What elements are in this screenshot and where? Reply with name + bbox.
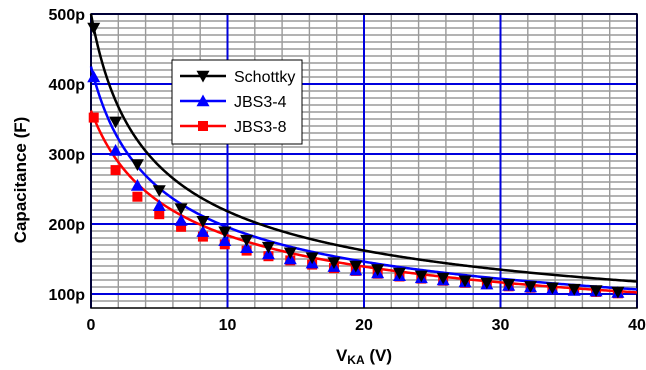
- data-point-jbs3-8: [110, 165, 121, 176]
- data-point-jbs3-4: [174, 214, 188, 226]
- data-point-schottky: [589, 285, 603, 297]
- y-axis-title: Capacitance (F): [11, 117, 30, 244]
- data-point-schottky: [305, 252, 319, 265]
- y-tick-label: 400p: [49, 77, 86, 94]
- plot-frame: [90, 13, 638, 309]
- data-point-schottky: [502, 279, 516, 291]
- data-point-jbs3-4: [196, 225, 210, 237]
- series-line-schottky: [89, 13, 638, 283]
- series-schottky: [87, 13, 638, 299]
- data-point-schottky: [458, 275, 472, 288]
- legend-item-schottky: Schottky: [180, 69, 295, 86]
- data-point-schottky: [130, 159, 144, 171]
- x-tick-label: 30: [492, 317, 510, 334]
- data-point-schottky: [87, 22, 101, 35]
- x-axis-title-unit: (V): [365, 346, 392, 365]
- data-point-jbs3-4: [109, 144, 123, 156]
- legend-marker-jbs3-4: [196, 94, 210, 107]
- data-point-jbs3-4: [152, 199, 166, 211]
- data-point-jbs3-4: [130, 179, 144, 191]
- data-point-schottky: [371, 264, 385, 276]
- data-point-schottky: [611, 286, 625, 299]
- data-point-jbs3-8: [132, 191, 143, 202]
- x-tick-label: 0: [87, 317, 96, 334]
- data-point-schottky: [545, 282, 559, 295]
- data-point-schottky: [218, 226, 232, 239]
- legend: Schottky JBS3-4 JBS3-8: [171, 59, 303, 145]
- data-point-schottky: [196, 216, 210, 228]
- data-point-jbs3-8: [88, 112, 99, 123]
- data-point-schottky: [567, 283, 581, 296]
- data-point-schottky: [327, 257, 341, 269]
- y-tick-label: 500p: [49, 7, 86, 24]
- data-point-jbs3-4: [87, 70, 101, 83]
- data-point-schottky: [261, 241, 275, 254]
- y-tick-label: 300p: [49, 147, 86, 164]
- x-tick-label: 40: [628, 317, 646, 334]
- series-layer: [87, 13, 638, 299]
- data-point-jbs3-4: [240, 241, 254, 253]
- x-tick-labels: 0 10 20 30 40: [87, 317, 646, 334]
- x-axis-title: VKA (V): [336, 346, 392, 367]
- x-axis-title-subscript: KA: [347, 353, 365, 367]
- legend-marker-jbs3-8: [198, 121, 208, 131]
- x-tick-label: 10: [219, 317, 237, 334]
- legend-label-jbs3-4: JBS3-4: [234, 94, 287, 111]
- data-point-schottky: [436, 272, 450, 285]
- y-tick-label: 100p: [49, 287, 86, 304]
- x-tick-label: 20: [355, 317, 373, 334]
- data-point-schottky: [152, 185, 166, 197]
- data-point-schottky: [109, 116, 123, 129]
- data-point-schottky: [480, 277, 494, 290]
- data-point-jbs3-8: [154, 209, 165, 220]
- legend-marker-schottky: [196, 70, 210, 83]
- data-point-schottky: [414, 270, 428, 283]
- data-point-schottky: [283, 247, 297, 260]
- y-tick-label: 200p: [49, 217, 86, 234]
- data-point-schottky: [240, 234, 254, 247]
- data-point-schottky: [392, 267, 406, 280]
- legend-item-jbs3-4: JBS3-4: [180, 94, 287, 111]
- data-point-schottky: [174, 203, 188, 216]
- x-axis-title-main: V: [336, 346, 348, 365]
- legend-item-jbs3-8: JBS3-8: [180, 119, 287, 136]
- data-point-schottky: [524, 281, 538, 293]
- legend-label-jbs3-8: JBS3-8: [234, 119, 287, 136]
- y-tick-labels: 100p 200p 300p 400p 500p: [49, 7, 86, 304]
- legend-label-schottky: Schottky: [234, 69, 295, 86]
- data-point-jbs3-8: [176, 221, 187, 232]
- data-point-jbs3-4: [218, 234, 232, 246]
- data-point-schottky: [349, 260, 363, 273]
